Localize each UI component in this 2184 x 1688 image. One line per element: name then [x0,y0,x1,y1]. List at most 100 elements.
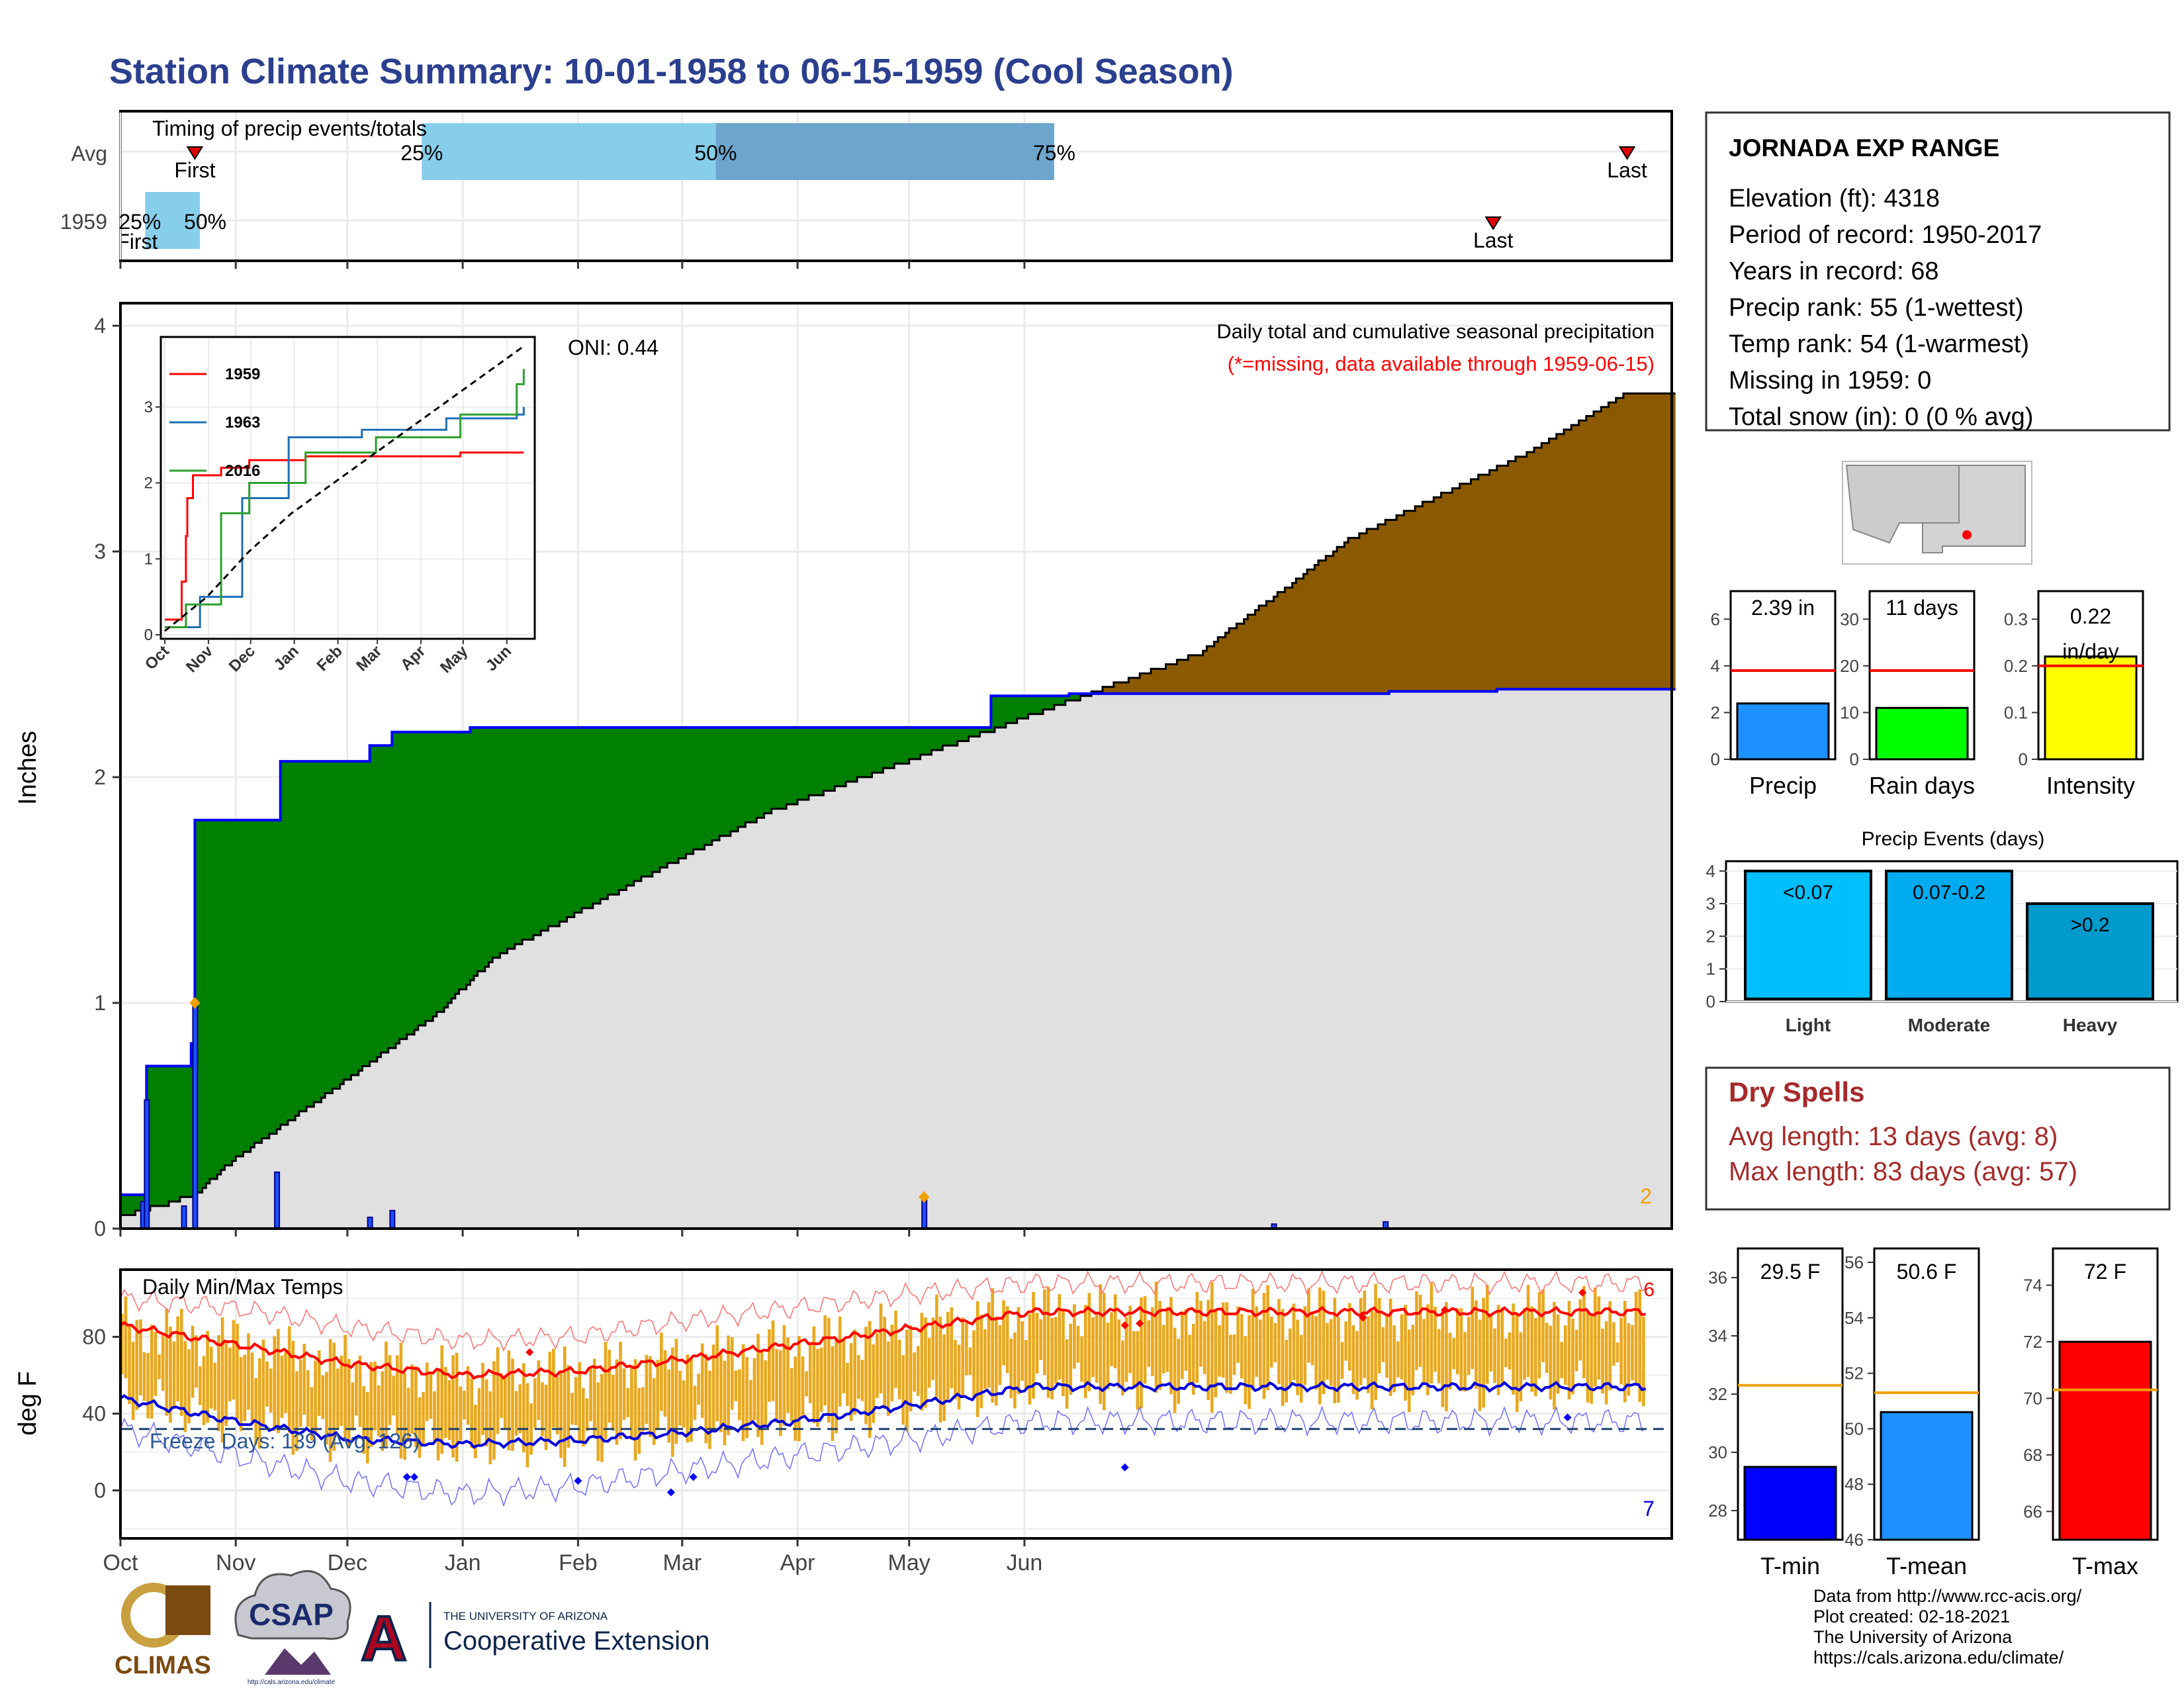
daily-temp-bar [1091,1317,1095,1378]
daily-temp-bar [879,1303,883,1394]
daily-temp-bar [195,1335,199,1388]
daily-temp-bar [641,1387,645,1432]
footer-line: Plot created: 02-18-2021 [1813,1607,2010,1626]
daily-temp-bar [1485,1285,1489,1384]
events-category-label: Moderate [1908,1015,1990,1035]
footer-line: Data from http://www.rcc-acis.org/ [1813,1586,2082,1606]
daily-temp-bar [1530,1306,1534,1392]
daily-temp-bar [1143,1296,1147,1384]
daily-temp-bar [1035,1313,1039,1374]
daily-temp-bar [790,1368,794,1421]
daily-temp-bar [745,1357,749,1438]
daily-temp-bar [239,1356,243,1432]
daily-temp-bar [247,1333,250,1410]
inset-frame [159,336,536,640]
daily-temp-bar [1504,1338,1508,1368]
events-bar-label: 0.07-0.2 [1913,882,1985,904]
daily-temp-bar [1475,1300,1478,1389]
heavy-event-marker [919,1191,930,1203]
daily-temp-bar [1054,1317,1058,1384]
daily-temp-bar [1638,1289,1642,1402]
daily-temp-bar [1310,1311,1314,1366]
daily-temp-bar [1184,1309,1188,1371]
precip-summary-0: 0 2 4 6 Precip 2.39 in [1711,590,1837,799]
daily-temp-bar [1426,1304,1430,1395]
daily-temp-bar [317,1350,321,1416]
daily-temp-bar [1005,1306,1009,1374]
daily-temp-bar [764,1360,768,1427]
events-y-tick-label: 0 [1706,992,1715,1011]
y1959-last-label: Last [1473,228,1514,252]
daily-temp-bar [812,1326,816,1424]
daily-temp-bar [961,1317,964,1397]
events-bar [1744,869,1872,1000]
daily-temp-bar [1396,1341,1400,1378]
daily-temp-bar [942,1334,946,1421]
logo-csap: CSAP http://cals.arizona.edu/climate [234,1570,351,1686]
daily-temp-bar [254,1378,257,1445]
temp-lines [119,1270,1670,1507]
daily-temp-bar [217,1335,220,1432]
daily-temp-bar [927,1338,931,1388]
daily-temp-bar [1326,1323,1329,1380]
precip-y-tick-label: 3 [94,539,106,563]
avg-50-label: 50% [694,141,737,165]
daily-temp-bar [1099,1284,1102,1404]
daily-precip-bar [144,1099,150,1230]
climas-wordmark: CLIMAS [114,1652,211,1679]
daily-temp-bar [1136,1331,1140,1410]
record-high-marker [1120,1321,1129,1330]
daily-temp-bar [154,1331,158,1396]
daily-temp-bar [704,1354,708,1444]
daily-temp-bar [1273,1323,1277,1363]
daily-temp-bar [946,1311,950,1400]
daily-temp-bar [1318,1287,1322,1405]
daily-temp-bar [1307,1288,1310,1363]
precip-summary-1-y-tick-label: 30 [1840,609,1859,629]
daily-temp-bar [1299,1335,1303,1403]
daily-temp-bar [1110,1312,1113,1366]
daily-temp-bar [808,1342,812,1403]
daily-temp-bar [284,1352,287,1413]
daily-temp-bar [1418,1294,1422,1367]
daily-temp-bar [1269,1316,1273,1368]
daily-temp-bar [150,1325,154,1419]
daily-temp-bar [385,1341,388,1447]
daily-temp-bar [1195,1291,1199,1383]
daily-temp-bar [1028,1313,1032,1405]
heavy-event-marker [189,997,201,1009]
precip-summary-0-value-bar [1736,702,1830,761]
daily-temp-bar [935,1294,938,1399]
events-category-label: Heavy [2063,1015,2118,1035]
daily-temp-bar [455,1352,459,1462]
ua-extension-text: Cooperative Extension [443,1626,709,1656]
precip-areas [120,392,1676,1229]
daily-temp-bar [727,1335,730,1436]
daily-temp-bar [816,1348,819,1427]
daily-temp-bar [916,1346,920,1396]
daily-temp-bar [805,1371,808,1397]
daily-temp-bar [1374,1284,1377,1401]
temp-summary-1-y-tick-label: 54 [1844,1308,1864,1328]
daily-temp-bar [1032,1291,1035,1399]
daily-temp-bar [488,1391,492,1464]
daily-temp-bar [842,1338,846,1393]
precip-frame [119,302,1673,1230]
daily-temp-bar [1210,1282,1214,1413]
precip-y-tick-label: 2 [94,765,106,789]
daily-temp-bar [690,1358,693,1442]
daily-temp-bar [1232,1334,1236,1375]
daily-temp-bar [749,1380,752,1422]
daily-temp-bar [741,1344,745,1441]
timing-row-1959: 1959 [60,210,107,234]
daily-temp-bar [1404,1305,1407,1401]
daily-temp-bar [429,1372,433,1419]
temp-summary-1-value-bar [1880,1411,1974,1541]
temp-summary-2-value-label: 72 F [2084,1260,2126,1284]
daily-temp-bar [1266,1285,1269,1391]
daily-temp-bar [548,1351,552,1442]
station-line: Total snow (in): 0 (0 % avg) [1729,403,2033,431]
month-label: Feb [559,1550,598,1575]
daily-temp-bar [1251,1288,1255,1391]
events-y-tick-label: 2 [1706,926,1715,946]
